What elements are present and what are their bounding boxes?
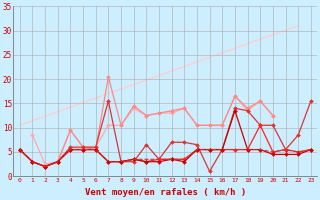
- X-axis label: Vent moyen/en rafales ( km/h ): Vent moyen/en rafales ( km/h ): [85, 188, 246, 197]
